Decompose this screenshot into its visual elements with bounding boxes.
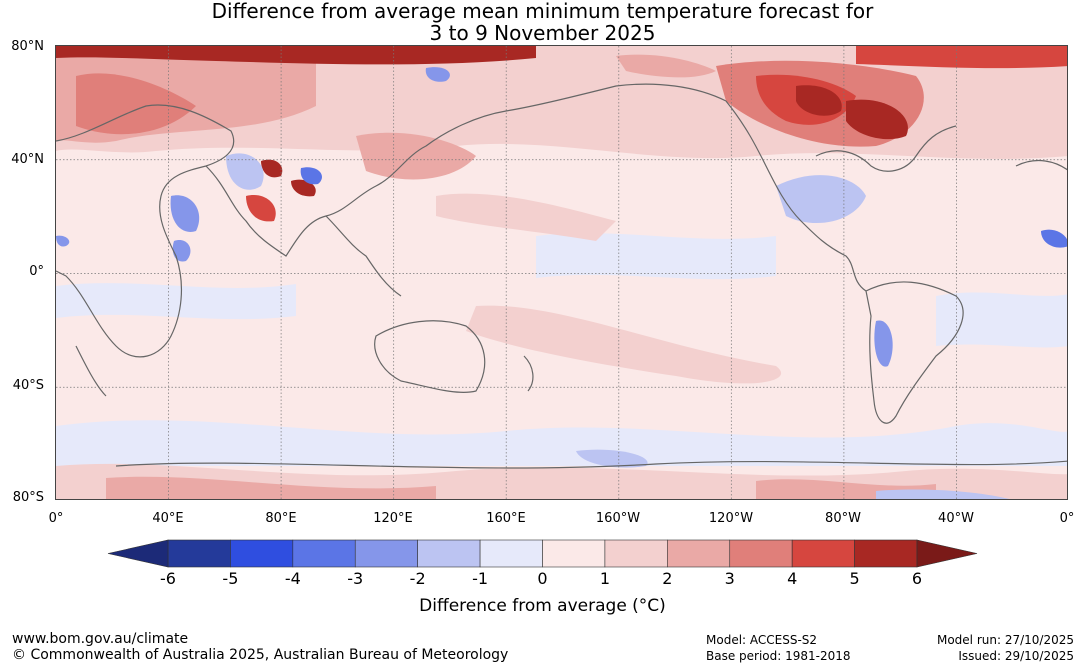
colorbar-swatch: [479, 539, 543, 568]
chart-title-line-1: Difference from average mean minimum tem…: [211, 0, 874, 23]
colorbar-swatch: [791, 539, 855, 568]
colorbar-swatch: [542, 539, 606, 568]
colorbar-tick-label: 2: [662, 569, 673, 588]
footer-model-run: Model run: 27/10/2025: [936, 633, 1074, 647]
lon-label-160w: 160°W: [595, 511, 641, 526]
colorbar-low-extend: [107, 539, 169, 568]
colorbar-tick-label: 0: [537, 569, 548, 588]
colorbar-tick-label: -3: [347, 569, 364, 588]
colorbar-swatch: [667, 539, 731, 568]
chart-title-line-2: 3 to 9 November 2025: [429, 21, 656, 45]
colorbar-swatch: [354, 539, 418, 568]
lon-label-80w: 80°W: [825, 511, 861, 526]
colorbar-tick-label: 1: [599, 569, 610, 588]
colorbar-swatch: [167, 539, 231, 568]
colorbar-tick-label: -5: [222, 569, 239, 588]
colorbar-swatch: [854, 539, 918, 568]
footer-base-period: Base period: 1981-2018: [706, 649, 851, 663]
colorbar-swatch: [729, 539, 793, 568]
footer-model: Model: ACCESS-S2: [706, 633, 818, 647]
lat-label-40s: 40°S: [12, 378, 44, 393]
lon-label-0: 0°: [48, 511, 64, 526]
colorbar-swatch: [417, 539, 481, 568]
colorbar-tick-label: 3: [724, 569, 735, 588]
colorbar-tick-label: 6: [911, 569, 923, 588]
colorbar-label: Difference from average (°C): [419, 596, 666, 616]
lat-label-80n: 80°N: [11, 39, 44, 54]
colorbar-swatch: [230, 539, 294, 568]
lon-label-160e: 160°E: [486, 511, 526, 526]
colorbar-tick-label: 5: [849, 569, 860, 588]
footer-copyright: © Commonwealth of Australia 2025, Austra…: [12, 647, 509, 663]
colorbar-swatch: [292, 539, 356, 568]
footer-website: www.bom.gov.au/climate: [12, 631, 189, 647]
colorbar-tick-label: -1: [472, 569, 489, 588]
footer-issued: Issued: 29/10/2025: [958, 649, 1074, 663]
lat-label-40n: 40°N: [11, 152, 44, 167]
lon-label-0-east: 0°: [1059, 511, 1075, 526]
lat-label-0: 0°: [29, 264, 44, 279]
anomaly-map: [55, 45, 1068, 500]
colorbar-high-extend: [916, 539, 978, 568]
lon-label-40w: 40°W: [938, 511, 974, 526]
lon-label-120w: 120°W: [708, 511, 754, 526]
lon-label-80e: 80°E: [265, 511, 297, 526]
lon-label-120e: 120°E: [373, 511, 413, 526]
anomaly-map-graphic: [56, 46, 1067, 499]
colorbar-tick-label: -4: [284, 569, 301, 588]
colorbar-tick-label: -2: [409, 569, 426, 588]
colorbar-tick-label: -6: [160, 569, 176, 588]
colorbar-swatch: [604, 539, 668, 568]
colorbar-tick-label: 4: [787, 569, 798, 588]
lat-label-80s: 80°S: [12, 490, 44, 505]
lon-label-40e: 40°E: [152, 511, 184, 526]
